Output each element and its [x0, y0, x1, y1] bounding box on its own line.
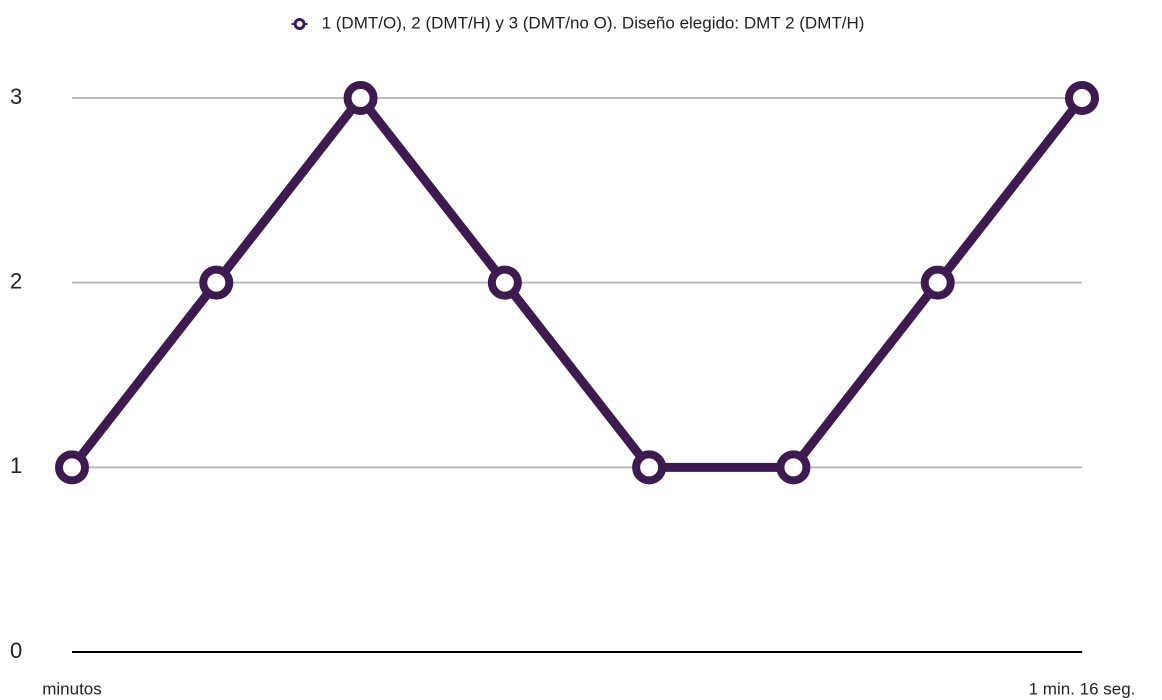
y-tick-label: 0	[10, 638, 22, 663]
data-point	[343, 81, 378, 115]
data-point	[199, 265, 234, 300]
y-tick-label: 2	[10, 268, 22, 293]
legend-marker	[293, 18, 306, 30]
x-tick-label: 1 min. 16 seg.	[1029, 679, 1136, 698]
data-point	[487, 265, 522, 300]
legend-label: 1 (DMT/O), 2 (DMT/H) y 3 (DMT/no O). Dis…	[322, 13, 865, 32]
data-point	[920, 265, 955, 300]
data-point	[776, 450, 811, 485]
data-point	[55, 450, 89, 485]
y-tick-label: 3	[10, 84, 22, 109]
x-tick-label: minutos	[42, 679, 102, 698]
data-point	[1065, 81, 1099, 115]
y-tick-label: 1	[10, 453, 22, 478]
series-line	[68, 93, 1086, 472]
data-point	[632, 450, 667, 485]
